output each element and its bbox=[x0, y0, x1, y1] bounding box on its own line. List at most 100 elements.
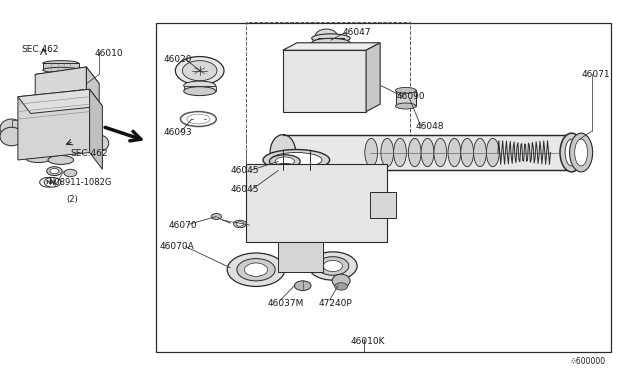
Ellipse shape bbox=[394, 138, 406, 167]
Text: 47240P: 47240P bbox=[318, 299, 352, 308]
Ellipse shape bbox=[184, 81, 216, 90]
Ellipse shape bbox=[448, 138, 461, 167]
Ellipse shape bbox=[332, 274, 350, 288]
Text: N: N bbox=[50, 180, 55, 185]
Ellipse shape bbox=[474, 138, 486, 167]
Text: 46090: 46090 bbox=[397, 92, 426, 101]
Ellipse shape bbox=[317, 37, 335, 45]
Ellipse shape bbox=[565, 139, 578, 166]
Bar bbox=[12, 120, 19, 137]
Bar bbox=[318, 38, 344, 43]
Ellipse shape bbox=[408, 138, 421, 167]
Circle shape bbox=[44, 177, 61, 187]
Circle shape bbox=[289, 250, 312, 263]
Circle shape bbox=[237, 259, 275, 281]
Ellipse shape bbox=[270, 135, 296, 170]
Ellipse shape bbox=[278, 159, 314, 168]
Circle shape bbox=[244, 263, 268, 276]
Text: N08911-1082G: N08911-1082G bbox=[48, 178, 111, 187]
Text: 46071: 46071 bbox=[581, 70, 610, 79]
Ellipse shape bbox=[365, 138, 378, 167]
Text: 46020: 46020 bbox=[163, 55, 192, 64]
Ellipse shape bbox=[180, 112, 216, 126]
Ellipse shape bbox=[26, 154, 51, 163]
Ellipse shape bbox=[421, 138, 434, 167]
Polygon shape bbox=[35, 67, 86, 97]
Ellipse shape bbox=[381, 138, 394, 167]
Ellipse shape bbox=[43, 67, 79, 73]
Bar bbox=[43, 63, 79, 70]
Ellipse shape bbox=[267, 164, 303, 179]
Ellipse shape bbox=[486, 138, 499, 167]
Bar bbox=[396, 90, 416, 106]
Circle shape bbox=[175, 57, 224, 85]
Circle shape bbox=[374, 200, 391, 209]
Circle shape bbox=[294, 281, 311, 291]
Ellipse shape bbox=[275, 157, 294, 166]
Text: (2): (2) bbox=[66, 195, 77, 203]
Circle shape bbox=[308, 252, 357, 280]
Polygon shape bbox=[18, 89, 102, 113]
Polygon shape bbox=[283, 43, 380, 50]
Polygon shape bbox=[18, 89, 90, 160]
Circle shape bbox=[227, 253, 285, 286]
Ellipse shape bbox=[312, 34, 350, 43]
Text: 46047: 46047 bbox=[342, 28, 371, 37]
Ellipse shape bbox=[48, 155, 74, 164]
Ellipse shape bbox=[184, 87, 216, 96]
Text: 46070: 46070 bbox=[168, 221, 197, 230]
Circle shape bbox=[323, 260, 342, 272]
Polygon shape bbox=[90, 89, 102, 169]
Text: SEC.462: SEC.462 bbox=[21, 45, 59, 54]
Ellipse shape bbox=[271, 153, 322, 167]
Circle shape bbox=[234, 220, 246, 228]
Bar bbox=[156, 23, 611, 352]
Circle shape bbox=[211, 214, 221, 219]
Text: SEC.462: SEC.462 bbox=[70, 149, 108, 158]
Bar bbox=[246, 22, 410, 164]
Text: N: N bbox=[45, 180, 51, 185]
Text: 46070A: 46070A bbox=[160, 242, 195, 251]
Ellipse shape bbox=[560, 133, 583, 172]
Bar bbox=[283, 135, 566, 170]
Ellipse shape bbox=[570, 133, 593, 172]
Ellipse shape bbox=[0, 119, 23, 138]
Circle shape bbox=[47, 167, 62, 176]
Ellipse shape bbox=[273, 166, 296, 176]
Circle shape bbox=[236, 222, 244, 226]
Ellipse shape bbox=[461, 138, 474, 167]
Bar bbox=[184, 86, 216, 91]
Text: 46010K: 46010K bbox=[351, 337, 385, 346]
Ellipse shape bbox=[43, 61, 79, 66]
Ellipse shape bbox=[90, 135, 109, 151]
Ellipse shape bbox=[269, 155, 300, 168]
Ellipse shape bbox=[575, 139, 588, 166]
Text: ♧600000: ♧600000 bbox=[570, 357, 605, 366]
Polygon shape bbox=[35, 67, 99, 91]
Circle shape bbox=[182, 61, 217, 81]
Circle shape bbox=[317, 257, 349, 275]
Polygon shape bbox=[246, 164, 387, 242]
Polygon shape bbox=[86, 67, 99, 106]
Circle shape bbox=[64, 169, 77, 177]
Circle shape bbox=[40, 177, 56, 187]
Ellipse shape bbox=[335, 283, 348, 290]
Ellipse shape bbox=[315, 42, 338, 51]
Text: 46048: 46048 bbox=[416, 122, 445, 131]
Ellipse shape bbox=[271, 157, 322, 170]
Ellipse shape bbox=[396, 103, 416, 109]
Ellipse shape bbox=[0, 127, 23, 146]
Ellipse shape bbox=[312, 38, 350, 47]
Text: 46093: 46093 bbox=[163, 128, 192, 137]
Polygon shape bbox=[283, 50, 366, 112]
Text: 46010: 46010 bbox=[95, 49, 124, 58]
Ellipse shape bbox=[315, 29, 338, 45]
Text: 46037M: 46037M bbox=[268, 299, 304, 308]
Polygon shape bbox=[370, 192, 396, 218]
Circle shape bbox=[282, 246, 320, 268]
Polygon shape bbox=[278, 242, 323, 272]
Ellipse shape bbox=[396, 87, 416, 93]
Ellipse shape bbox=[434, 138, 447, 167]
Ellipse shape bbox=[187, 114, 210, 124]
Text: 46045: 46045 bbox=[230, 166, 259, 174]
